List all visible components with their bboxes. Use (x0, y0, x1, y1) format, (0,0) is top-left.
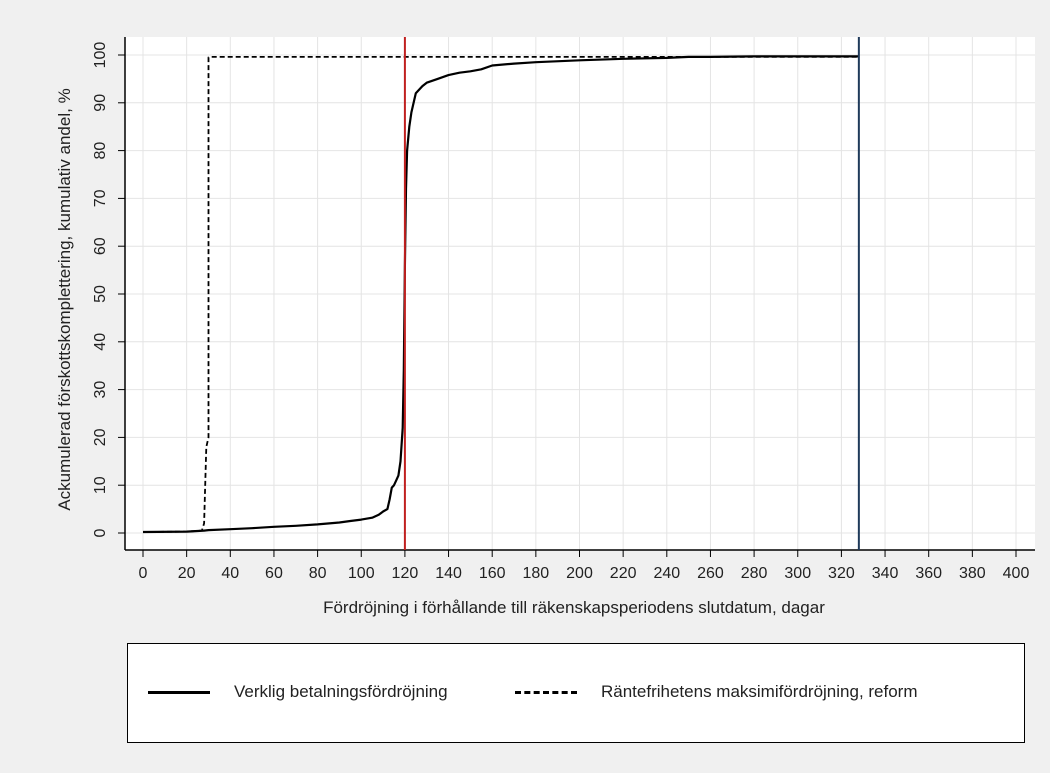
y-tick-label: 40 (92, 333, 109, 351)
x-tick-label: 160 (479, 565, 506, 582)
x-tick-label: 140 (435, 565, 462, 582)
x-axis-title: Fördröjning i förhållande till räkenskap… (323, 598, 825, 617)
legend-label-solid: Verklig betalningsfördröjning (234, 682, 448, 701)
legend-swatch-solid (148, 690, 210, 694)
y-tick-label: 70 (92, 189, 109, 207)
series-line-dashed (142, 56, 859, 533)
y-tick-label: 90 (92, 94, 109, 112)
y-axis-title: Ackumulerad förskottskomplettering, kumu… (55, 88, 74, 510)
y-tick-label: 100 (92, 42, 109, 69)
legend-entry-dashed: Räntefrihetens maksimifördröjning, refor… (515, 682, 918, 702)
y-tick-label: 0 (92, 528, 109, 537)
x-tick-label: 20 (178, 565, 196, 582)
x-tick-label: 280 (741, 565, 768, 582)
chart-svg: 0 20 40 60 80 100 120 140 160 180 200 220 240 260 280 3… (55, 37, 1035, 617)
x-tick-label: 360 (915, 565, 942, 582)
x-tick-label: 240 (653, 565, 680, 582)
x-tick-label: 400 (1003, 565, 1030, 582)
x-tick-label: 220 (610, 565, 637, 582)
x-tick-label: 200 (566, 565, 593, 582)
x-tick-label: 180 (522, 565, 549, 582)
x-tick-label: 380 (959, 565, 986, 582)
x-tick-label: 40 (221, 565, 239, 582)
y-tick-label: 60 (92, 237, 109, 255)
y-tick-label: 50 (92, 285, 109, 303)
y-tick-label: 80 (92, 142, 109, 160)
x-tick-label: 0 (139, 565, 148, 582)
x-tick-label: 320 (828, 565, 855, 582)
x-tick-label: 100 (348, 565, 375, 582)
y-tick-label: 30 (92, 381, 109, 399)
x-tick-label: 80 (309, 565, 327, 582)
y-tick-label: 20 (92, 428, 109, 446)
x-tick-label: 120 (392, 565, 419, 582)
chart-legend: Verklig betalningsfördröjning Räntefrihe… (127, 643, 1025, 743)
legend-label-dashed: Räntefrihetens maksimifördröjning, refor… (601, 682, 918, 701)
x-tick-label: 300 (784, 565, 811, 582)
x-tick-label: 260 (697, 565, 724, 582)
y-tick-label: 10 (92, 476, 109, 494)
x-tick-label: 60 (265, 565, 283, 582)
x-tick-label: 340 (872, 565, 899, 582)
legend-swatch-dashed (515, 690, 577, 694)
legend-entry-solid: Verklig betalningsfördröjning (148, 682, 448, 702)
